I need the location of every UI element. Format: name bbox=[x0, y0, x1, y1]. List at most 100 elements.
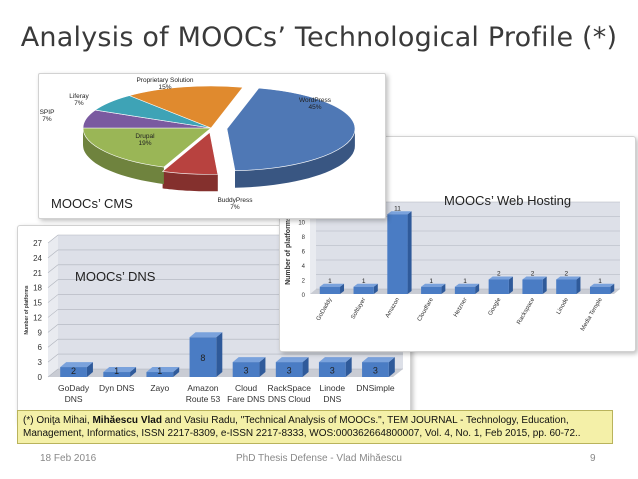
dns-y-tick-label: 24 bbox=[33, 254, 42, 263]
hosting-category-label: GoDaddy bbox=[316, 297, 334, 322]
dns-chart-label: MOOCs’ DNS bbox=[75, 269, 156, 284]
dns-gridline-side bbox=[47, 234, 59, 244]
cms-slice-value-label: 7% bbox=[74, 100, 84, 107]
dns-bar bbox=[60, 367, 87, 377]
hosting-category-label: Amazon bbox=[385, 297, 401, 319]
dns-y-tick-label: 3 bbox=[38, 358, 43, 367]
hosting-bar-side bbox=[508, 276, 513, 294]
hosting-data-label: 1 bbox=[328, 278, 332, 285]
dns-data-label: 8 bbox=[200, 353, 205, 363]
dns-category-label: Linode bbox=[320, 383, 346, 393]
dns-category-label: Dyn DNS bbox=[99, 383, 135, 393]
dns-category-label: DNSimple bbox=[356, 383, 395, 393]
dns-category-label: GoDady bbox=[58, 383, 90, 393]
dns-bar-top bbox=[103, 367, 137, 373]
dns-bar-side bbox=[345, 357, 352, 377]
hosting-category-label: Rackspace bbox=[516, 296, 536, 325]
dns-bar-side bbox=[86, 362, 93, 377]
footer-date: 18 Feb 2016 bbox=[40, 453, 97, 464]
dns-bar-top bbox=[275, 357, 309, 363]
hosting-bar-chart: 024681012Number of platforms1GoDaddy1Sof… bbox=[285, 201, 620, 332]
dns-data-label: 1 bbox=[157, 366, 162, 376]
hosting-bar-side bbox=[373, 283, 378, 294]
hosting-category-label: Linode bbox=[556, 296, 571, 315]
dns-bar bbox=[189, 337, 217, 377]
hosting-y-tick-label: 4 bbox=[302, 264, 306, 270]
cms-slice-value-label: 19% bbox=[138, 140, 151, 147]
citation-text-start: (*) Oniţa Mihai, bbox=[23, 415, 93, 426]
dns-category-label: DNS bbox=[65, 394, 83, 404]
hosting-bar-top bbox=[488, 276, 513, 280]
cms-slice-side bbox=[235, 128, 355, 188]
hosting-data-label: 2 bbox=[531, 271, 535, 278]
cms-slice-name-label: BuddyPress bbox=[217, 197, 253, 204]
dns-gridline-side bbox=[47, 324, 59, 333]
hosting-bar bbox=[421, 286, 442, 294]
dns-y-tick-label: 6 bbox=[38, 343, 43, 352]
hosting-category-label: Hetzner bbox=[453, 297, 469, 318]
slide-title: Analysis of MOOCs’ Technological Profile… bbox=[20, 22, 618, 53]
cms-slice-value-label: 7% bbox=[230, 204, 240, 211]
cms-pie-slice bbox=[128, 85, 244, 129]
dns-gridline-side bbox=[47, 249, 59, 259]
dns-side-wall bbox=[48, 235, 58, 377]
dns-gridline-side bbox=[47, 338, 59, 348]
dns-y-tick-label: 18 bbox=[33, 284, 42, 293]
dns-bar-top bbox=[318, 357, 352, 363]
dns-y-tick-label: 9 bbox=[38, 328, 43, 337]
hosting-bar-side bbox=[407, 211, 412, 294]
cms-slice-name-label: SPIP bbox=[40, 109, 55, 116]
dns-category-label: DNS Cloud bbox=[268, 394, 311, 404]
dns-bar bbox=[318, 362, 346, 377]
hosting-bar-top bbox=[353, 283, 378, 287]
dns-data-label: 1 bbox=[114, 366, 119, 376]
dns-bar bbox=[275, 362, 303, 377]
dns-bar bbox=[232, 362, 260, 377]
dns-bar-top bbox=[362, 357, 395, 363]
citation-author-bold: Mihăescu Vlad bbox=[92, 415, 162, 426]
hosting-bar-top bbox=[522, 276, 547, 280]
hosting-bar-top bbox=[387, 211, 412, 215]
dns-category-label: DNS bbox=[323, 394, 341, 404]
hosting-category-label: Media Temple bbox=[580, 296, 604, 332]
dns-bar-top bbox=[232, 357, 266, 363]
dns-bar-top bbox=[146, 367, 180, 373]
hosting-y-tick-label: 10 bbox=[298, 221, 305, 227]
hosting-bar-top bbox=[319, 283, 345, 287]
hosting-y-axis-label: Number of platforms bbox=[285, 216, 292, 285]
cms-slice-value-label: 15% bbox=[158, 84, 171, 91]
dns-bar-side bbox=[302, 357, 309, 377]
hosting-bar-top bbox=[556, 276, 581, 280]
hosting-category-label: Softlayer bbox=[350, 297, 367, 321]
hosting-bar-top bbox=[421, 283, 446, 287]
dns-y-tick-label: 0 bbox=[38, 373, 43, 382]
cms-slice-side bbox=[83, 128, 164, 185]
hosting-bar-side bbox=[441, 283, 446, 294]
hosting-bar bbox=[353, 286, 374, 294]
dns-data-label: 3 bbox=[287, 366, 292, 376]
cms-slice-side bbox=[162, 171, 218, 192]
hosting-data-label: 1 bbox=[598, 278, 602, 285]
hosting-bar bbox=[589, 286, 611, 294]
dns-bar-side bbox=[388, 357, 395, 377]
cms-chart-label: MOOCs’ CMS bbox=[51, 196, 133, 211]
dns-category-label: Amazon bbox=[187, 383, 218, 393]
hosting-bar-side bbox=[576, 276, 581, 294]
hosting-data-label: 1 bbox=[362, 278, 366, 285]
hosting-bar-side bbox=[475, 283, 480, 294]
hosting-bar bbox=[556, 279, 577, 294]
dns-gridline-side bbox=[47, 279, 59, 288]
hosting-bar-side bbox=[542, 276, 547, 294]
hosting-y-tick-label: 2 bbox=[302, 279, 306, 285]
cms-slice-name-label: Drupal bbox=[135, 133, 155, 140]
dns-gridline-side bbox=[47, 368, 59, 378]
dns-bar bbox=[103, 372, 131, 377]
citation-text-rest: and Vasiu Radu, "Technical Analysis of M… bbox=[23, 415, 581, 439]
hosting-y-tick-label: 6 bbox=[302, 250, 306, 256]
cms-chart-panel: WordPress 45% BuddyPress 7% Drupal 19% SPIP 7% L… bbox=[38, 73, 386, 219]
hosting-data-label: 1 bbox=[463, 278, 467, 285]
hosting-bar-top bbox=[454, 283, 480, 287]
footer-page-number: 9 bbox=[590, 453, 596, 464]
cms-slice-value-label: 7% bbox=[42, 116, 52, 123]
hosting-data-label: 1 bbox=[429, 278, 433, 285]
